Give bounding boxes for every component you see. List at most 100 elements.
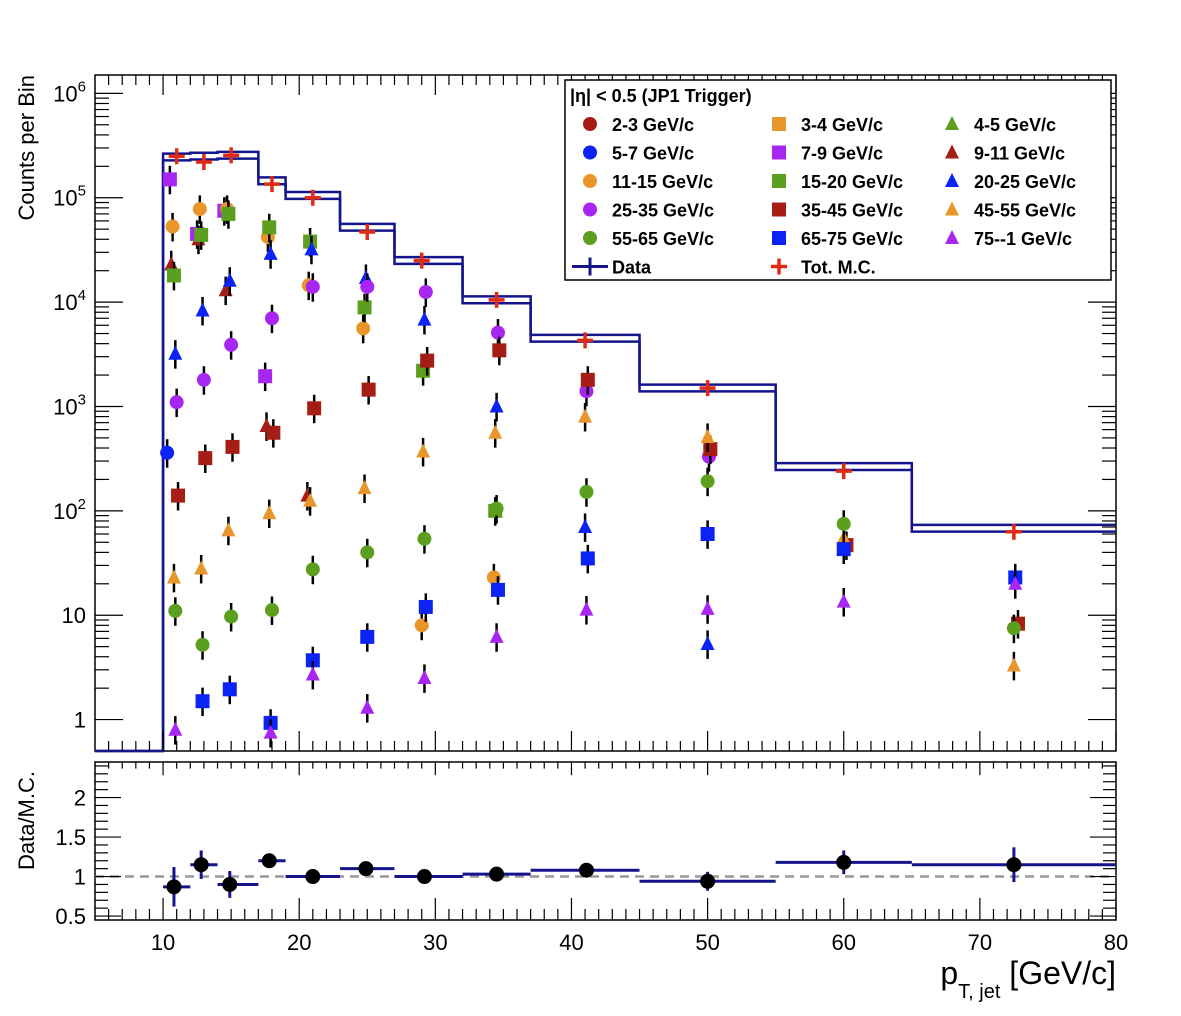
data-point bbox=[578, 408, 593, 423]
data-point bbox=[357, 480, 372, 495]
y-tick-label-exponent: 5 bbox=[78, 183, 86, 200]
legend-marker bbox=[772, 145, 786, 160]
legend-label: 5-7 GeV/c bbox=[612, 144, 694, 164]
data-point bbox=[162, 172, 177, 187]
data-point bbox=[222, 682, 237, 697]
data-point bbox=[264, 311, 279, 326]
data-point bbox=[195, 694, 210, 709]
y-tick-label: 102 bbox=[53, 496, 86, 524]
data-point bbox=[258, 369, 273, 384]
data-point bbox=[700, 527, 715, 542]
x-tick-label: 70 bbox=[968, 930, 992, 955]
x-tick-label: 50 bbox=[695, 930, 719, 955]
data-point bbox=[168, 721, 183, 736]
legend-marker bbox=[583, 202, 597, 217]
data-point bbox=[836, 542, 851, 557]
legend-marker bbox=[945, 144, 959, 159]
x-axis-title-unit: [GeV/c] bbox=[1000, 955, 1116, 991]
data-point bbox=[417, 311, 432, 326]
data-histogram-line bbox=[95, 150, 1116, 753]
legend-label: 35-45 GeV/c bbox=[801, 201, 903, 221]
ratio-point bbox=[305, 869, 321, 885]
ratio-point bbox=[222, 876, 238, 892]
legend-title: |η| < 0.5 (JP1 Trigger) bbox=[570, 86, 752, 106]
data-point bbox=[225, 439, 240, 454]
ratio-point bbox=[166, 879, 182, 895]
data-point bbox=[579, 484, 594, 499]
y-tick-label-base: 10 bbox=[53, 186, 77, 211]
legend-label: 4-5 GeV/c bbox=[974, 115, 1056, 135]
bottom-axes: 10 20 30 40 50 60 70 80 0.5 1 1.5 2 bbox=[55, 762, 1128, 955]
data-point bbox=[166, 268, 181, 283]
legend-marker bbox=[772, 174, 786, 188]
data-point bbox=[488, 424, 503, 439]
data-point bbox=[417, 670, 432, 685]
y-tick-label-exponent: 6 bbox=[78, 78, 86, 95]
y-tick-label: 105 bbox=[53, 183, 86, 211]
y-tick-label-exponent: 4 bbox=[78, 287, 86, 304]
x-axis-title: pT, jet [GeV/c] bbox=[940, 955, 1116, 1003]
y-tick-label-exponent: 2 bbox=[78, 496, 86, 513]
data-point bbox=[171, 488, 186, 503]
data-point bbox=[263, 245, 278, 260]
legend-label: 11-15 GeV/c bbox=[612, 172, 713, 192]
ratio-point bbox=[578, 862, 594, 878]
legend-label: 15-20 GeV/c bbox=[801, 172, 903, 192]
data-point bbox=[360, 629, 375, 644]
data-point bbox=[416, 443, 431, 458]
legend-label: 20-25 GeV/c bbox=[974, 172, 1076, 192]
x-axis-title-subscript: T, jet bbox=[958, 981, 1001, 1003]
data-point bbox=[579, 601, 594, 616]
y-tick-label: 2 bbox=[74, 786, 86, 811]
data-point bbox=[168, 603, 183, 618]
legend-marker bbox=[772, 117, 786, 131]
data-point bbox=[489, 628, 504, 643]
legend-label: 25-35 GeV/c bbox=[612, 201, 714, 221]
data-point bbox=[417, 531, 432, 546]
legend-marker bbox=[583, 145, 597, 160]
data-point bbox=[266, 425, 281, 440]
data-point bbox=[489, 501, 504, 516]
data-point bbox=[303, 234, 318, 249]
data-point bbox=[169, 395, 184, 410]
legend-marker bbox=[772, 231, 786, 245]
y-tick-label: 10 bbox=[62, 603, 86, 628]
data-point bbox=[580, 372, 595, 387]
data-point bbox=[836, 516, 851, 531]
data-point bbox=[263, 724, 278, 739]
data-point bbox=[164, 256, 179, 271]
legend-label: 9-11 GeV/c bbox=[974, 144, 1065, 164]
data-point bbox=[1006, 657, 1021, 672]
y-tick-label-base: 10 bbox=[53, 81, 77, 106]
data-point bbox=[194, 227, 209, 242]
ratio-point bbox=[700, 873, 716, 889]
ratio-point bbox=[416, 869, 432, 885]
data-point bbox=[579, 384, 594, 399]
data-point bbox=[1008, 575, 1023, 590]
legend-marker bbox=[583, 231, 597, 245]
bottom-y-axis-title: Data/M.C. bbox=[14, 771, 39, 870]
x-tick-label: 80 bbox=[1104, 930, 1128, 955]
y-tick-label-exponent: 3 bbox=[78, 391, 86, 408]
ratio-point bbox=[489, 866, 505, 882]
data-point bbox=[305, 666, 320, 681]
ratio-point bbox=[261, 853, 277, 869]
legend-box bbox=[564, 79, 1112, 281]
y-tick-label-base: 10 bbox=[53, 499, 77, 524]
y-tick-label-base: 10 bbox=[53, 394, 77, 419]
data-point bbox=[221, 206, 236, 221]
top-plot-frame bbox=[94, 74, 1117, 752]
data-point bbox=[361, 382, 376, 397]
data-point bbox=[224, 609, 239, 624]
legend-label: 55-65 GeV/c bbox=[612, 229, 714, 249]
x-axis-title-main: p bbox=[940, 955, 958, 991]
legend-marker bbox=[945, 173, 959, 187]
ratio-point bbox=[358, 861, 374, 877]
x-tick-label: 20 bbox=[287, 930, 311, 955]
legend-label: 3-4 GeV/c bbox=[801, 115, 883, 135]
data-point bbox=[304, 241, 319, 256]
legend-label: 7-9 GeV/c bbox=[801, 144, 883, 164]
data-point bbox=[194, 560, 209, 575]
y-tick-label: 1.5 bbox=[55, 825, 86, 850]
data-point bbox=[490, 582, 505, 597]
